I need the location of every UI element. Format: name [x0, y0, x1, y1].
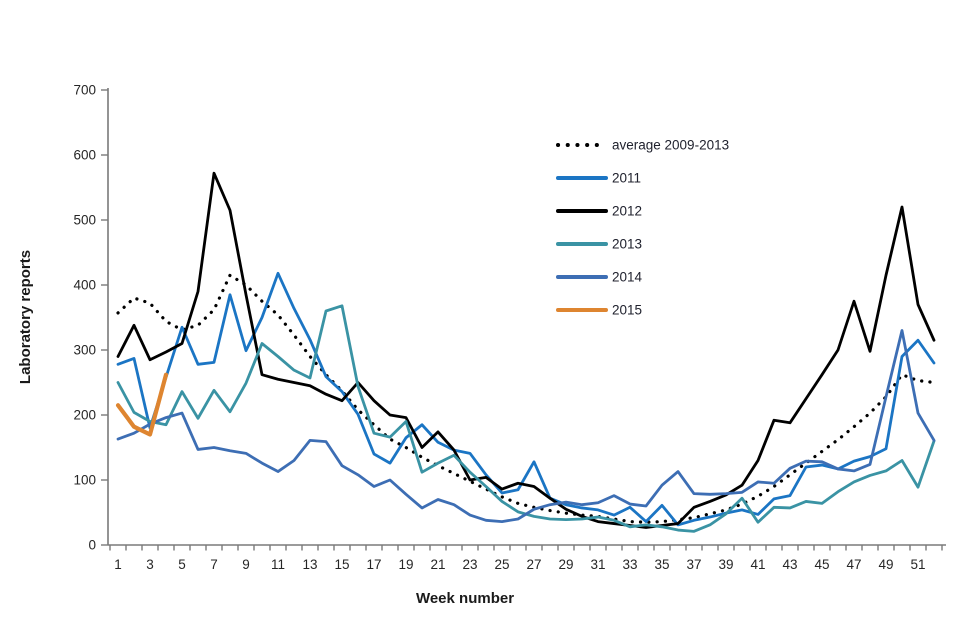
x-tick-label: 35 [654, 557, 669, 572]
y-tick-label: 700 [73, 83, 96, 98]
y-tick-label: 0 [88, 538, 96, 553]
series-line-average-2009-2013 [116, 273, 936, 524]
series-lines [115, 171, 936, 533]
x-tick-label: 27 [526, 557, 541, 572]
legend-label-average: average 2009-2013 [612, 138, 729, 153]
x-tick-label: 13 [302, 557, 317, 572]
x-tick-label: 37 [686, 557, 701, 572]
series-line-2012 [116, 171, 936, 529]
x-tick-label: 39 [718, 557, 733, 572]
x-tick-label: 11 [271, 557, 285, 572]
legend: average 2009-2013 2011 2012 2013 2014 20… [556, 138, 729, 318]
legend-item-2013: 2013 [556, 237, 642, 252]
y-tick-label: 300 [73, 343, 96, 358]
x-tick-label: 9 [242, 557, 250, 572]
legend-item-2014: 2014 [556, 270, 643, 285]
y-tick-label: 200 [73, 408, 96, 423]
x-tick-label: 31 [590, 557, 605, 572]
x-axis-ticks [109, 545, 943, 551]
series-line-2013 [116, 304, 936, 533]
x-tick-label: 41 [750, 557, 765, 572]
x-tick-label: 43 [782, 557, 797, 572]
legend-item-2012: 2012 [556, 204, 642, 219]
legend-label-2013: 2013 [612, 237, 642, 252]
series-line-2014 [116, 329, 936, 523]
legend-item-2015: 2015 [556, 303, 642, 318]
y-tick-label: 500 [73, 213, 96, 228]
legend-item-2011: 2011 [556, 171, 641, 186]
y-axis-ticks [101, 89, 108, 546]
x-tick-label: 49 [878, 557, 893, 572]
x-tick-label: 23 [462, 557, 477, 572]
x-tick-label: 1 [114, 557, 122, 572]
x-tick-label: 15 [334, 557, 349, 572]
legend-label-2015: 2015 [612, 303, 642, 318]
series-line-2011 [116, 271, 936, 527]
x-tick-label: 45 [814, 557, 829, 572]
x-tick-label: 25 [494, 557, 509, 572]
x-tick-label: 19 [398, 557, 413, 572]
x-tick-label: 17 [366, 557, 381, 572]
x-axis-title: Week number [416, 590, 514, 607]
y-tick-label: 600 [73, 148, 96, 163]
y-tick-label: 100 [73, 473, 96, 488]
legend-label-2014: 2014 [612, 270, 643, 285]
x-tick-label: 51 [910, 557, 925, 572]
legend-label-2011: 2011 [612, 171, 641, 186]
x-tick-label: 33 [622, 557, 637, 572]
y-axis-title: Laboratory reports [17, 250, 34, 384]
x-tick-label: 5 [178, 557, 186, 572]
series-line-2015 [115, 372, 169, 437]
legend-label-2012: 2012 [612, 204, 642, 219]
x-tick-label: 7 [210, 557, 218, 572]
y-axis-tick-labels: 0 100 200 300 400 500 600 700 [73, 83, 96, 553]
x-tick-label: 47 [846, 557, 861, 572]
x-tick-label: 3 [146, 557, 154, 572]
x-tick-label: 29 [558, 557, 573, 572]
legend-item-average: average 2009-2013 [556, 138, 729, 153]
y-tick-label: 400 [73, 278, 96, 293]
x-tick-label: 21 [430, 557, 445, 572]
x-axis-tick-labels: 1 3 5 7 9 11 13 15 17 19 21 23 25 27 29 31 33 35 37 39 41 43 4… [114, 557, 925, 572]
